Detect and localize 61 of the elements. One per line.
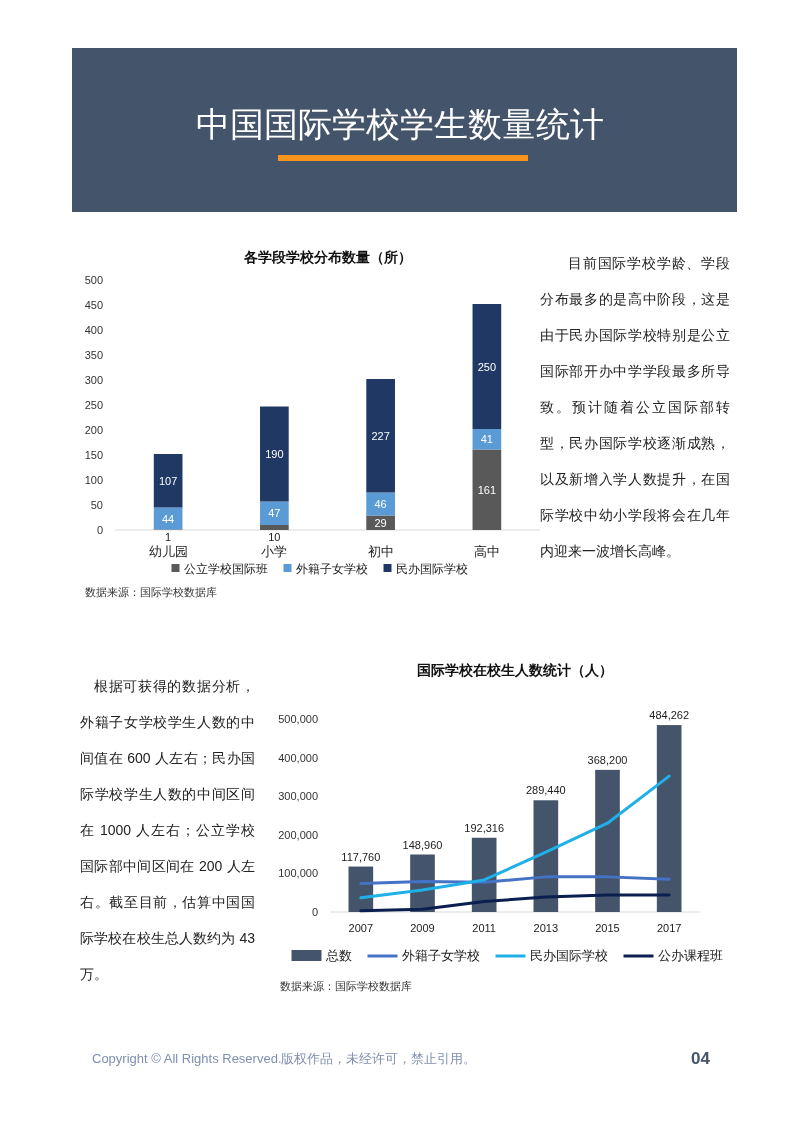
y-tick-label: 400 <box>84 324 103 336</box>
data-label: 190 <box>265 448 284 460</box>
y-tick-label: 250 <box>84 399 103 411</box>
x-tick-label: 幼儿园 <box>148 544 188 559</box>
legend-label: 公办课程班 <box>657 948 723 963</box>
data-label: 148,960 <box>402 838 443 851</box>
x-tick-label: 2015 <box>595 922 620 934</box>
source-note: 数据来源：国际学校数据库 <box>85 586 217 598</box>
y-tick-label: 400,000 <box>278 751 318 764</box>
x-tick-label: 高中 <box>473 544 500 559</box>
text: 目前国际学校学龄、学段分布最多的是高中阶段，这是由于民办国际学校特别是公立国际部开办中学学段最多所导致。预计随着公立国际部转型，民办国际学校逐渐成熟，以及新增入学人数提升，在国际学校中幼小学段将会在几年内迎来一波增长高峰。 <box>540 255 730 559</box>
x-tick-label: 2013 <box>533 922 559 934</box>
data-label: 250 <box>477 360 497 373</box>
legend-label: 公立学校国际班 <box>183 562 268 576</box>
data-label: 1 <box>165 531 172 543</box>
legend-label: 民办国际学校 <box>395 562 468 576</box>
y-tick-label: 500 <box>84 274 103 286</box>
data-label: 29 <box>374 516 387 529</box>
text: Copyright © All Rights Reserved.版权作品，未经许可，禁止引用。 <box>92 1051 477 1066</box>
data-label: 192,316 <box>464 821 505 834</box>
x-tick-label: 2007 <box>348 922 374 934</box>
y-tick-label: 0 <box>311 906 318 918</box>
legend-label: 民办国际学校 <box>529 948 608 963</box>
legend-label: 外籍子女学校 <box>401 948 480 963</box>
data-label: 117,760 <box>341 850 381 863</box>
x-tick-label: 小学 <box>261 544 288 559</box>
y-tick-label: 500,000 <box>278 713 318 725</box>
text: 04 <box>691 1049 711 1068</box>
x-tick-label: 2011 <box>472 922 496 934</box>
x-tick-label: 2009 <box>410 922 435 934</box>
legend-label: 外籍子女学校 <box>295 562 368 576</box>
data-label: 10 <box>268 531 281 543</box>
y-tick-label: 100 <box>84 474 103 486</box>
y-tick-label: 0 <box>96 524 103 536</box>
y-tick-label: 300 <box>84 374 103 386</box>
data-label: 46 <box>374 498 387 510</box>
legend-label: 总数 <box>324 948 352 963</box>
source-note: 数据来源：国际学校数据库 <box>280 980 412 992</box>
data-label: 368,200 <box>587 753 628 766</box>
y-tick-label: 150 <box>84 449 103 461</box>
text: 根据可获得的数据分析，外籍子女学校学生人数的中间值在 600 人左右；民办国际学校学生人数的中间区间在 1000 人左右；公立学校国际部中间区间在 200 人左右。截至目前，估算中国国际学校在校生总人数约为 43 万。 <box>80 678 255 982</box>
data-label: 227 <box>371 429 390 442</box>
y-tick-label: 450 <box>84 299 103 311</box>
x-tick-label: 初中 <box>367 544 394 559</box>
y-tick-label: 100,000 <box>278 867 318 880</box>
y-tick-label: 50 <box>90 499 103 511</box>
x-tick-label: 2017 <box>656 922 682 934</box>
data-label: 41 <box>480 433 493 446</box>
y-tick-label: 200 <box>84 424 103 436</box>
data-label: 47 <box>268 507 281 520</box>
text: 中国国际学校学生数量统计 <box>196 105 604 143</box>
y-tick-label: 200,000 <box>278 828 318 841</box>
chart-title: 国际学校在校生人数统计（人） <box>417 662 613 678</box>
data-label: 107 <box>158 474 178 487</box>
chart-title: 各学段学校分布数量（所） <box>242 249 412 265</box>
data-label: 289,440 <box>525 784 566 797</box>
data-label: 44 <box>162 512 175 525</box>
data-label: 161 <box>477 483 497 496</box>
data-label: 484,262 <box>649 709 690 722</box>
y-tick-label: 350 <box>84 349 103 361</box>
y-tick-label: 300,000 <box>278 790 318 803</box>
